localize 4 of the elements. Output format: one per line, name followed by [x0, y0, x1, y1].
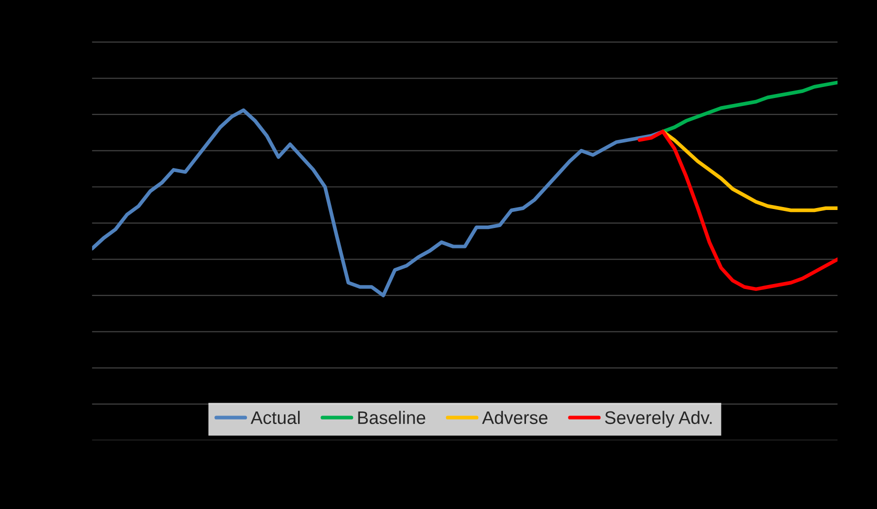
legend-label: Severely Adv. — [605, 410, 712, 428]
legend-label: Actual — [250, 410, 300, 424]
legend-label: Adverse — [482, 410, 548, 424]
legend-label: Baseline — [358, 410, 426, 424]
